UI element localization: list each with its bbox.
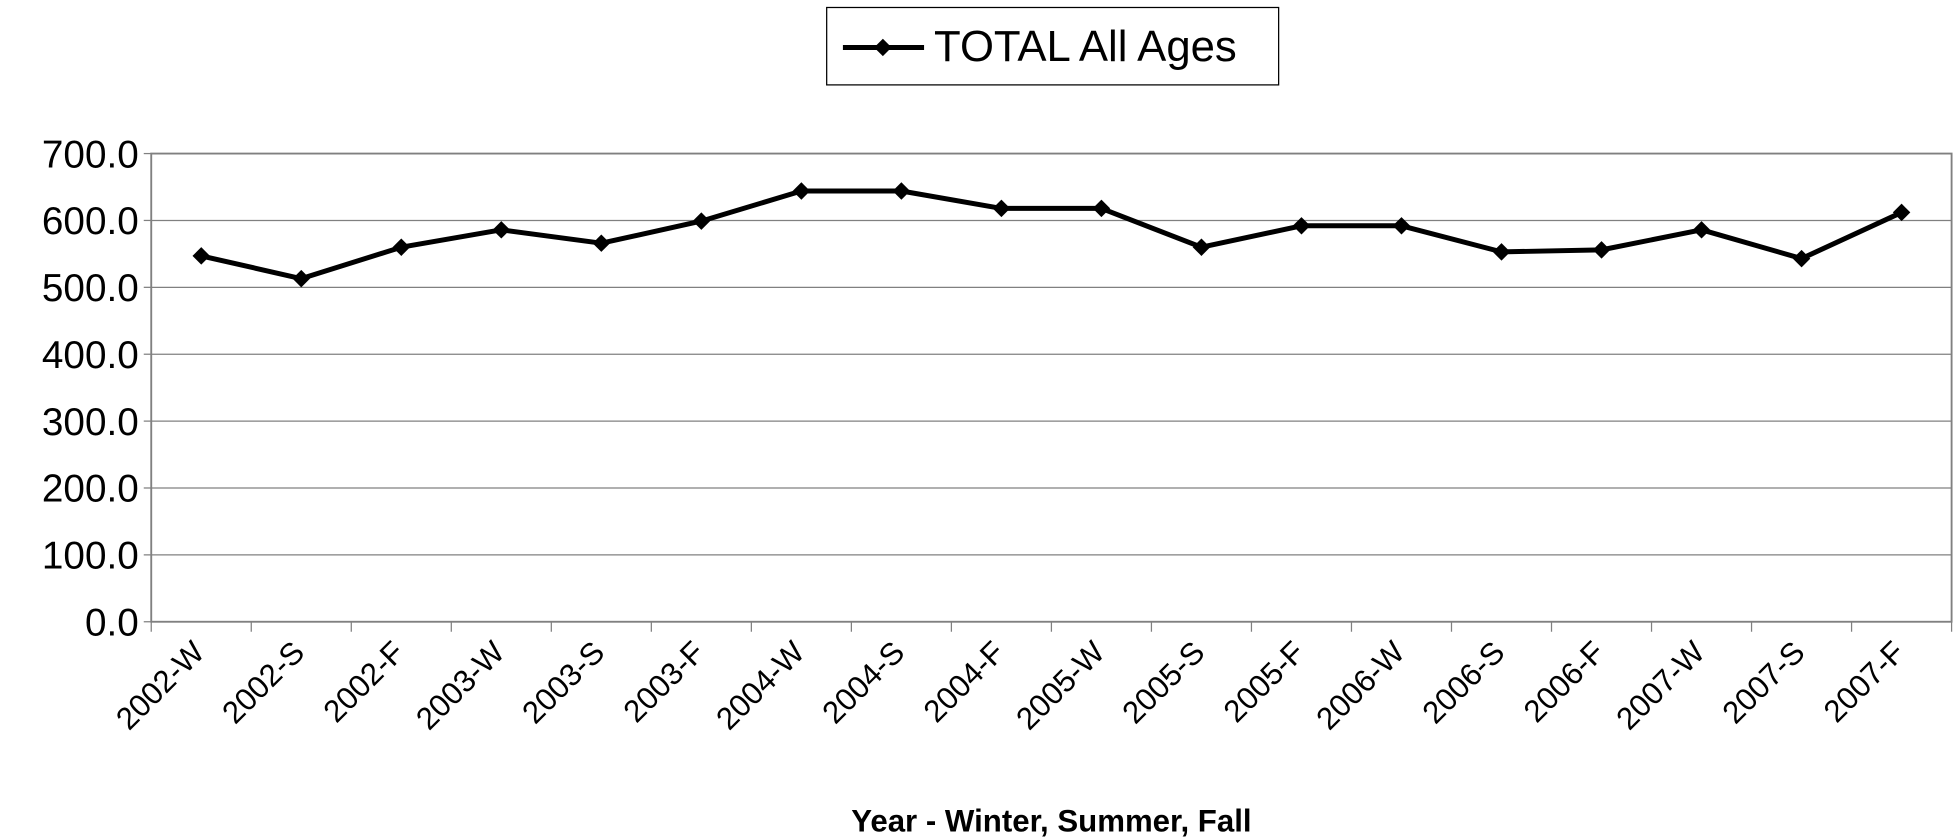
x-tick-label: 2006-S [1416, 634, 1512, 730]
legend-marker [874, 38, 892, 57]
x-tick-label: 2004-F [917, 634, 1012, 729]
x-tick-label: 2002-W [109, 634, 211, 736]
marker [1792, 249, 1811, 268]
marker [292, 269, 311, 288]
marker [1192, 238, 1211, 256]
y-tick-label: 0.0 [85, 601, 139, 644]
y-tick-label: 500.0 [42, 267, 139, 310]
marker [192, 247, 210, 265]
marker [1492, 243, 1511, 261]
marker [892, 182, 911, 200]
y-tick-label: 100.0 [42, 535, 139, 578]
marker [792, 182, 811, 200]
marker [392, 238, 411, 256]
y-tick-label: 600.0 [42, 200, 139, 243]
x-axis-title: Year - Winter, Summer, Fall [851, 804, 1251, 839]
marker [492, 221, 511, 239]
y-tick-label: 400.0 [42, 334, 139, 377]
x-tick-label: 2004-S [815, 634, 911, 730]
marker [1392, 217, 1411, 235]
y-tick-label: 200.0 [42, 468, 139, 511]
x-tick-label: 2005-W [1009, 634, 1111, 736]
marker [1092, 199, 1111, 218]
x-tick-label: 2006-F [1517, 634, 1612, 729]
marker [1892, 203, 1911, 222]
marker [692, 212, 711, 230]
x-tick-label: 2007-S [1716, 634, 1812, 730]
line [200, 188, 1903, 282]
x-tick-label: 2002-S [215, 634, 311, 730]
x-tick-label: 2003-W [409, 634, 511, 736]
marker [1692, 221, 1711, 239]
legend-label: TOTAL All Ages [934, 22, 1237, 71]
plot-area [150, 152, 1953, 623]
marker [992, 199, 1011, 218]
x-tick-label: 2003-S [515, 634, 611, 730]
marker [1592, 241, 1611, 259]
x-tick-label: 2004-W [709, 634, 811, 736]
y-tick-label: 300.0 [42, 401, 139, 444]
x-tick-label: 2002-F [317, 634, 412, 729]
y-tick-label: 700.0 [42, 133, 139, 176]
x-tick-label: 2007-F [1817, 634, 1912, 729]
x-tick-label: 2005-S [1115, 634, 1211, 730]
marker [1292, 217, 1311, 235]
marker [592, 234, 611, 252]
x-tick-label: 2005-F [1217, 634, 1312, 729]
x-tick-label: 2007-W [1609, 634, 1711, 736]
x-tick-label: 2003-F [617, 634, 712, 729]
x-tick-label: 2006-W [1309, 634, 1411, 736]
